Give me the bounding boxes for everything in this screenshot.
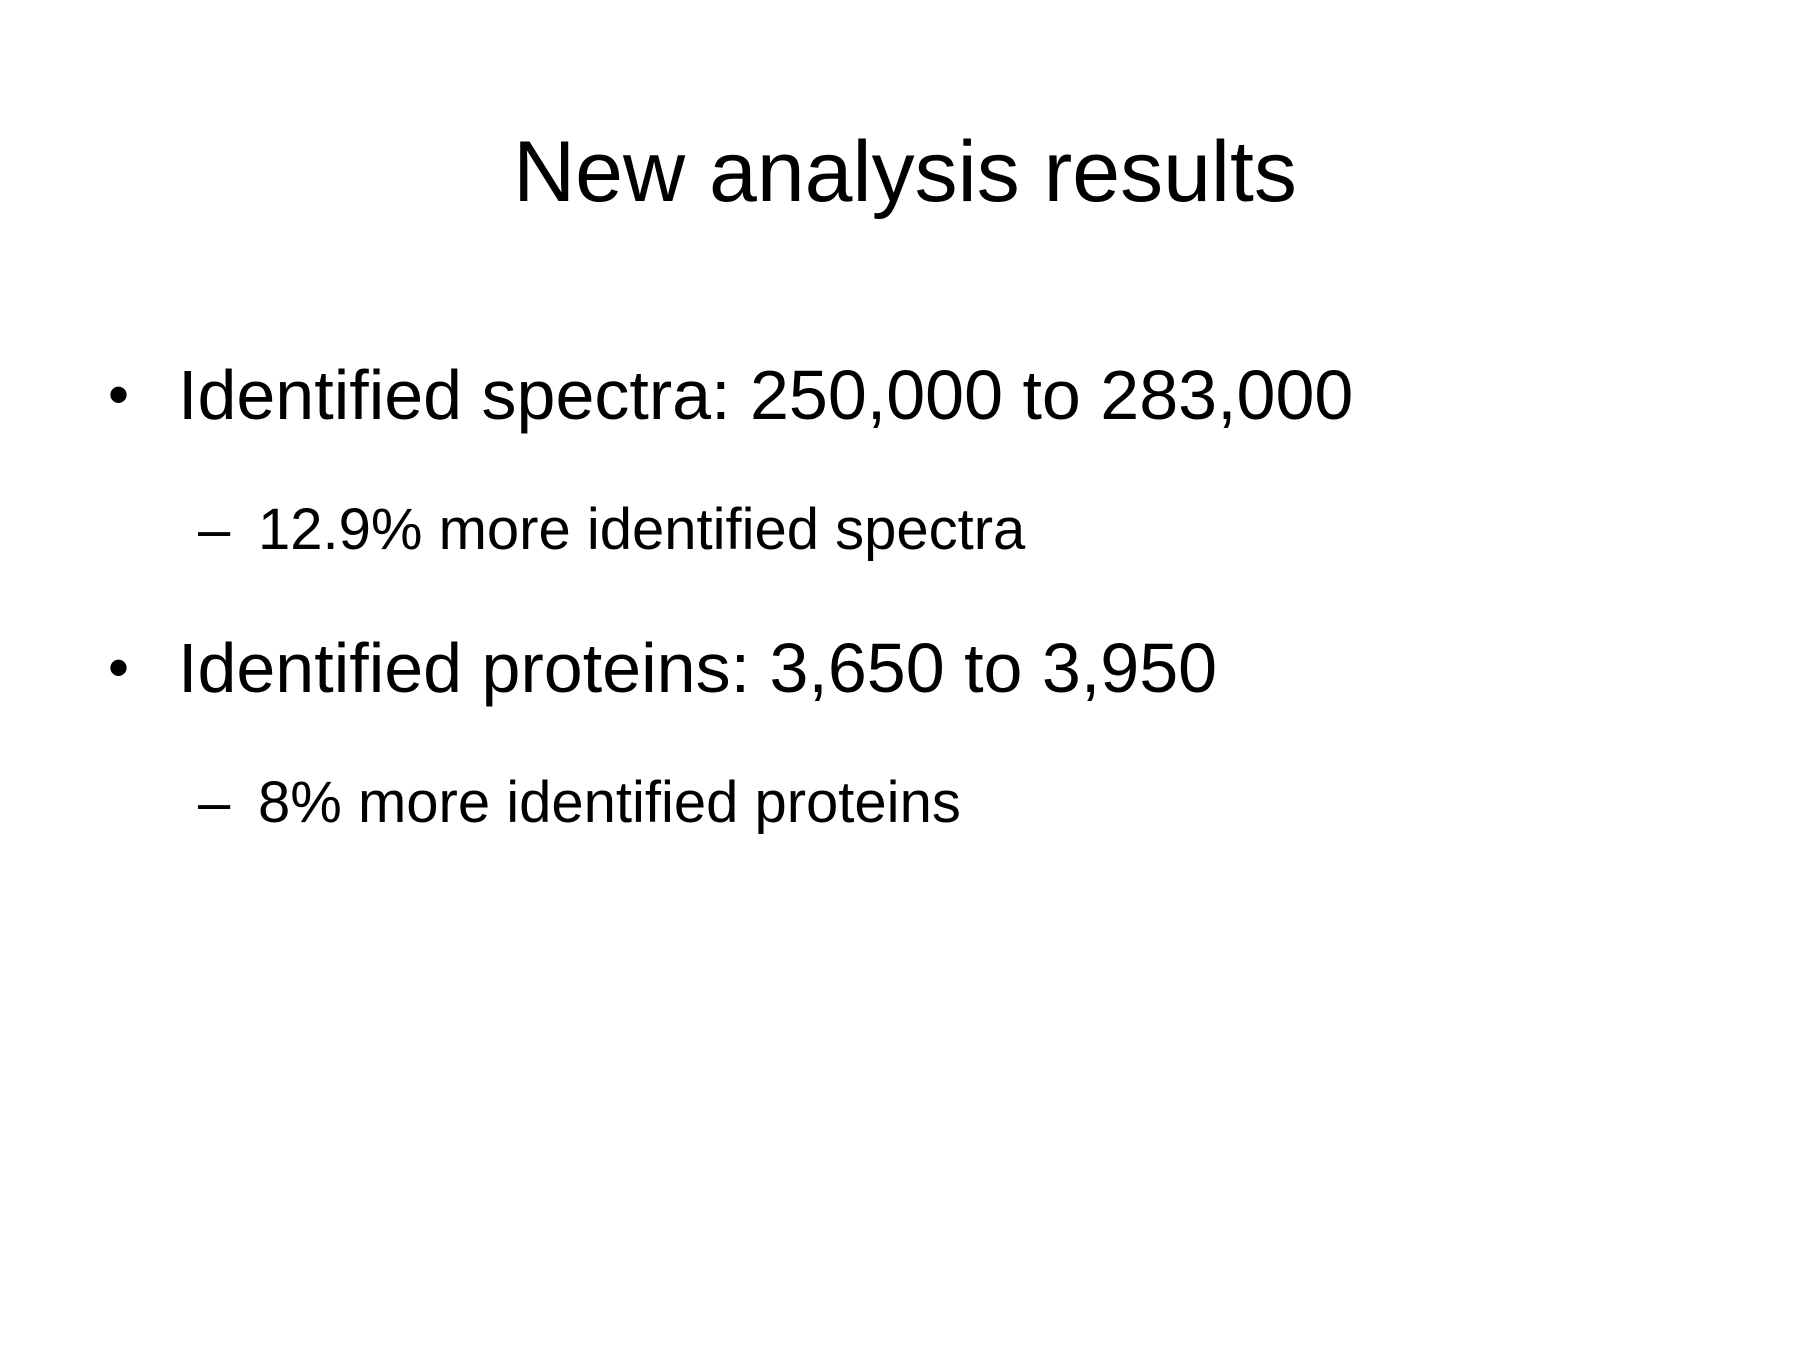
bullet-marker: •	[108, 634, 130, 701]
bullet-text-proteins: Identified proteins: 3,650 to 3,950	[178, 629, 1218, 707]
bullet-marker: •	[108, 361, 130, 428]
sub-bullet-text-spectra: 12.9% more identified spectra	[258, 497, 1026, 562]
sub-bullet-text-proteins: 8% more identified proteins	[258, 770, 961, 835]
bullet-text-spectra: Identified spectra: 250,000 to 283,000	[178, 356, 1354, 434]
slide-title: New analysis results	[513, 124, 1297, 220]
sub-bullet-marker: –	[198, 770, 231, 835]
sub-bullet-marker: –	[198, 497, 231, 562]
